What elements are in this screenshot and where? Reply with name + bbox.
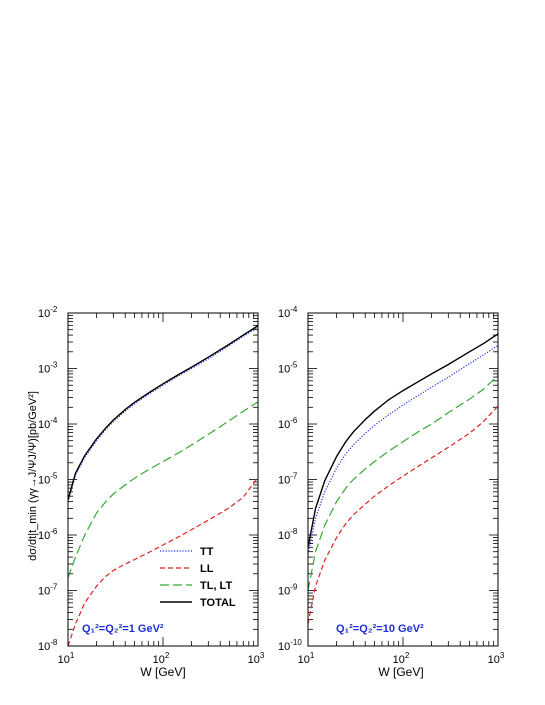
- series-line-tl-lt-panel-1: [68, 401, 258, 578]
- series-line-ll-panel-2: [308, 405, 498, 625]
- legend: TT LL TL, LT TOTAL: [160, 546, 236, 609]
- legend-label-tt: TT: [200, 546, 214, 558]
- legend-label-ll: LL: [200, 563, 214, 575]
- y-axis-label-left: dσ/dt|t_min (γγ→J/ΨJ/Ψ)[pb/GeV²]: [27, 391, 39, 561]
- series-line-tl-lt-panel-2: [308, 374, 498, 591]
- series-line-tt-panel-1: [68, 326, 258, 502]
- series-line-ll-panel-1: [68, 476, 258, 646]
- legend-label-total: TOTAL: [200, 597, 236, 609]
- x-axis-label-right: W [GeV]: [378, 665, 423, 679]
- legend-label-tl-lt: TL, LT: [200, 580, 232, 592]
- series-line-tt-panel-2: [308, 344, 498, 555]
- series-line-total-panel-1: [68, 325, 258, 501]
- series-line-total-panel-2: [308, 333, 498, 548]
- plot-frame: [307, 312, 499, 647]
- x-axis-label-left: W [GeV]: [140, 665, 185, 679]
- annotation-right: Q₁²=Q₂²=10 GeV²: [336, 623, 424, 635]
- annotation-left: Q₁²=Q₂²=1 GeV²: [82, 623, 164, 635]
- plot-frame: [67, 312, 259, 647]
